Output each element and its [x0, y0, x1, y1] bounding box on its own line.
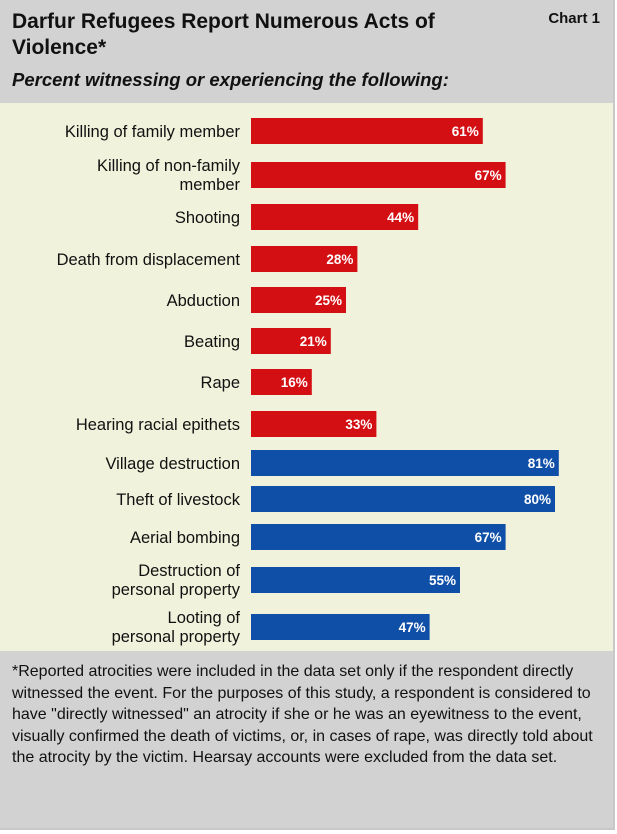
value-label: 28%	[326, 252, 353, 267]
value-label: 33%	[345, 417, 372, 432]
value-label: 80%	[524, 492, 551, 507]
chart-header: Darfur Refugees Report Numerous Acts of …	[0, 0, 613, 103]
bar-row: Beating 21%	[184, 328, 331, 354]
value-label: 16%	[281, 375, 308, 390]
bar	[251, 486, 555, 512]
value-label: 21%	[300, 334, 327, 349]
bar	[251, 328, 331, 354]
bar	[251, 524, 506, 550]
chart-number: Chart 1	[548, 10, 600, 27]
value-label: 61%	[452, 124, 479, 139]
category-label: Village destruction	[105, 455, 240, 473]
footnote-panel: *Reported atrocities were included in th…	[0, 651, 613, 828]
bar	[251, 204, 419, 230]
bar	[251, 450, 559, 476]
footnote-text: *Reported atrocities were included in th…	[12, 663, 593, 766]
value-label: 47%	[399, 620, 426, 635]
category-label: Rape	[201, 374, 240, 392]
category-label: Death from displacement	[57, 251, 241, 269]
category-label: Destruction of	[138, 562, 240, 580]
bar	[251, 118, 483, 144]
category-label: Shooting	[175, 209, 240, 227]
bar-row: Hearing racial epithets 33%	[76, 411, 377, 437]
value-label: 67%	[475, 530, 502, 545]
bar-row: Village destruction 81%	[105, 450, 559, 476]
category-label: member	[179, 176, 240, 194]
bar	[251, 287, 346, 313]
bar-row: Rape 16%	[201, 369, 312, 395]
bar	[251, 246, 358, 272]
bar	[251, 369, 312, 395]
category-label: Looting of	[168, 609, 241, 627]
bar	[251, 162, 506, 188]
category-label: Killing of family member	[65, 123, 241, 141]
chart-title: Darfur Refugees Report Numerous Acts of …	[12, 10, 435, 59]
category-label: Aerial bombing	[130, 529, 240, 547]
bar	[251, 411, 377, 437]
category-label: Hearing racial epithets	[76, 416, 240, 434]
category-label: Killing of non-family	[97, 157, 241, 175]
category-label: personal property	[112, 581, 241, 599]
bar-row: Aerial bombing 67%	[130, 524, 506, 550]
plot-area: Killing of family member 61% Killing of no…	[0, 103, 613, 651]
bar-row: Killing of family member 61%	[65, 118, 483, 144]
category-label: Beating	[184, 333, 240, 351]
chart-subtitle: Percent witnessing or experiencing the f…	[12, 69, 449, 90]
bar-row: Death from displacement 28%	[57, 246, 358, 272]
value-label: 81%	[528, 456, 555, 471]
value-label: 55%	[429, 573, 456, 588]
value-label: 44%	[387, 210, 414, 225]
category-label: Abduction	[167, 292, 240, 310]
category-label: Theft of livestock	[116, 491, 241, 509]
bar-row: Theft of livestock 80%	[116, 486, 555, 512]
value-label: 25%	[315, 293, 342, 308]
bar-row: Shooting 44%	[175, 204, 419, 230]
category-label: personal property	[112, 628, 241, 646]
bar-row: Abduction 25%	[167, 287, 346, 313]
value-label: 67%	[475, 168, 502, 183]
bar-chart: Killing of family member 61% Killing of no…	[57, 118, 559, 646]
bar	[251, 614, 430, 640]
bar	[251, 567, 460, 593]
